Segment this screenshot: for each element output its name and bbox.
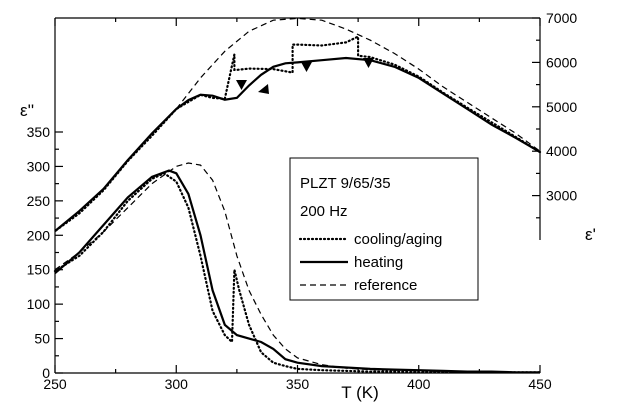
series-right-dotted-line [53,34,542,233]
left-tick-label: 200 [27,227,51,243]
right-tick-label: 7000 [546,10,577,26]
x-tick-label: 350 [286,376,310,392]
series-left-solid-line [54,169,540,374]
aging-arrow-3 [363,58,374,68]
series-left-dashed-line [54,162,540,373]
left-tick-label: 350 [27,124,51,140]
legend-title-line-1: PLZT 9/65/35 [300,175,391,192]
right-tick-label: 4000 [546,143,577,159]
legend-label-cooling: cooling/aging [354,231,442,248]
x-tick-label: 400 [407,376,431,392]
left-tick-label: 0 [42,365,50,381]
left-tick-label: 300 [27,158,51,174]
left-tick-label: 150 [27,262,51,278]
x-tick-label: 250 [43,376,67,392]
right-axis-title: ε' [585,225,596,244]
x-axis-title: T (K) [341,383,378,402]
right-tick-label: 5000 [546,99,577,115]
aging-arrow-1 [236,80,247,90]
series-left-dotted-line [53,172,542,374]
legend-title-line-2: 200 Hz [300,203,348,220]
plot-lines [53,17,542,374]
legend-label-reference: reference [354,277,417,294]
left-tick-label: 250 [27,193,51,209]
heating-arrow [258,84,269,94]
legend-label-heating: heating [354,254,403,271]
right-tick-label: 6000 [546,54,577,70]
legend-box [289,157,479,301]
series-right-solid-line [54,56,541,232]
left-axis-title: ε'' [20,101,34,120]
aging-arrows [236,58,374,94]
legend: PLZT 9/65/35 200 Hz cooling/aging heatin… [289,157,479,301]
axes: 250 300 350 400 450 0 50 100 150 200 250 300 350 3000… [27,10,578,392]
series-right-dashed-line [175,17,541,152]
x-tick-label: 300 [165,376,189,392]
right-tick-label: 3000 [546,188,577,204]
left-tick-label: 50 [34,331,50,347]
x-tick-label: 450 [528,376,552,392]
aging-arrow-2 [301,62,312,72]
left-tick-label: 100 [27,296,51,312]
